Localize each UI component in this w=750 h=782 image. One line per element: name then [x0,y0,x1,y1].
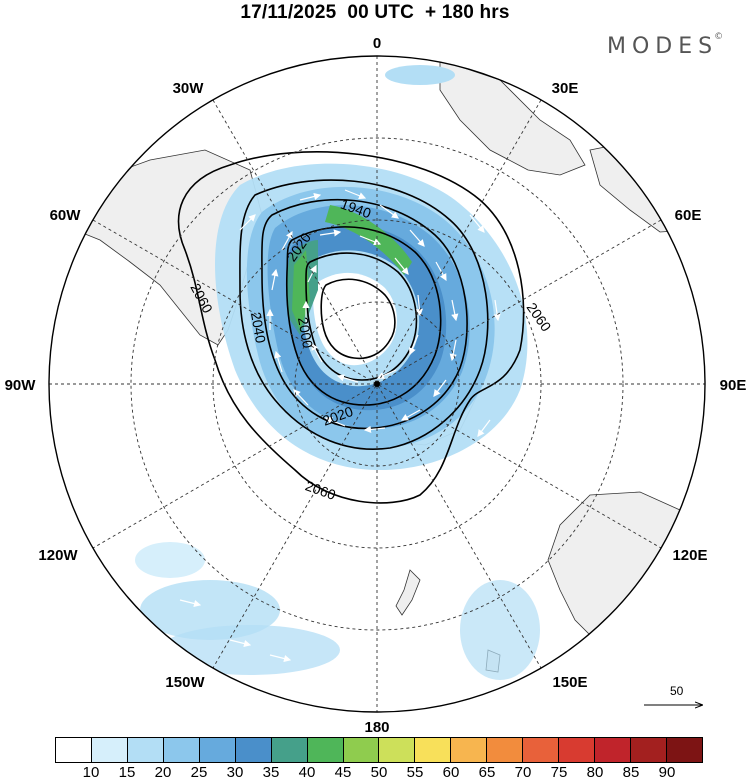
colorbar-tick-label: 25 [190,764,208,781]
wind-vectors [179,189,501,663]
colorbar-tick-label: 65 [478,764,496,781]
colorbar-tick-label: 85 [622,764,640,781]
brand-logo: MODES© [607,32,727,59]
vector-scale: 50 [640,684,710,714]
lon-label-120w: 120W [38,547,78,564]
colorbar-swatch [271,738,308,762]
colorbar-swatch [56,738,92,762]
colorbar-tick-label: 35 [262,764,280,781]
lon-label-180: 180 [364,719,389,735]
brand-name: MODES [607,34,719,59]
land-new-zealand [395,569,421,616]
lon-label-90e: 90E [720,377,747,394]
geopotential-contours [177,151,525,504]
contour-1980 [305,252,418,381]
vector-scale-arrow [644,684,710,714]
colorbar-swatch [343,738,380,762]
vector-scale-value: 50 [670,684,684,698]
colorbar [55,737,703,763]
land-africa [439,59,586,176]
lon-label-120e: 120E [672,547,707,564]
colorbar-swatch [127,738,164,762]
colorbar-swatch [487,738,524,762]
polar-map: 2060 2040 2020 2000 1940 2060 2020 2060 … [5,35,747,735]
pole-marker [374,381,380,387]
colorbar-tick-label: 15 [118,764,136,781]
colorbar-swatch [631,738,667,762]
colorbar-tick-label: 70 [514,764,532,781]
map-border [48,55,706,713]
contour-2060 [177,151,525,504]
colorbar-tick-label: 20 [154,764,172,781]
lon-label-30e: 30E [552,80,579,97]
colorbar-tick-label: 10 [82,764,100,781]
lon-label-0: 0 [373,35,381,52]
colorbar-tick-label: 30 [226,764,244,781]
contour-2000 [285,226,442,406]
colorbar-swatch [523,738,560,762]
colorbar-swatch [91,738,128,762]
colorbar-tick-label: 75 [550,764,568,781]
colorbar-tick-label: 60 [442,764,460,781]
lon-label-60w: 60W [50,207,82,224]
contour-2040 [239,179,489,450]
colorbar-tick-label: 50 [370,764,388,781]
meridians [49,56,705,712]
colorbar-swatch [559,738,596,762]
colorbar-swatch [235,738,272,762]
colorbar-ticks: 10 15 20 25 30 35 40 45 50 55 60 65 70 75 80 85 90 [55,764,703,782]
lon-label-150e: 150E [552,674,587,691]
longitude-labels: 0 30E 60E 90E 120E 150E 180 150W 120W 90… [5,35,747,735]
colorbar-tick-label: 55 [406,764,424,781]
map-title: 17/11/2025 00 UTC + 180 hrs [240,2,510,23]
colorbar-tick-label: 80 [586,764,604,781]
colorbar-tick-label: 45 [334,764,352,781]
colorbar-swatch [379,738,416,762]
colorbar-tick-label: 90 [658,764,676,781]
colorbar-tick-label: 40 [298,764,316,781]
contour-1960 [320,278,396,360]
colorbar-swatch [163,738,200,762]
colorbar-swatch [451,738,488,762]
colorbar-swatch [199,738,236,762]
lon-label-150w: 150W [165,674,205,691]
colorbar-swatch [666,738,702,762]
contour-label: 2040 [248,311,269,345]
lon-label-60e: 60E [675,207,702,224]
contour-label: 2000 [295,316,316,350]
colorbar-swatch [415,738,452,762]
lon-label-90w: 90W [5,377,37,394]
lon-label-30w: 30W [173,80,205,97]
contour-2020 [261,198,468,430]
colorbar-swatch [307,738,344,762]
colorbar-swatch [595,738,631,762]
copyright-mark: © [714,32,724,42]
